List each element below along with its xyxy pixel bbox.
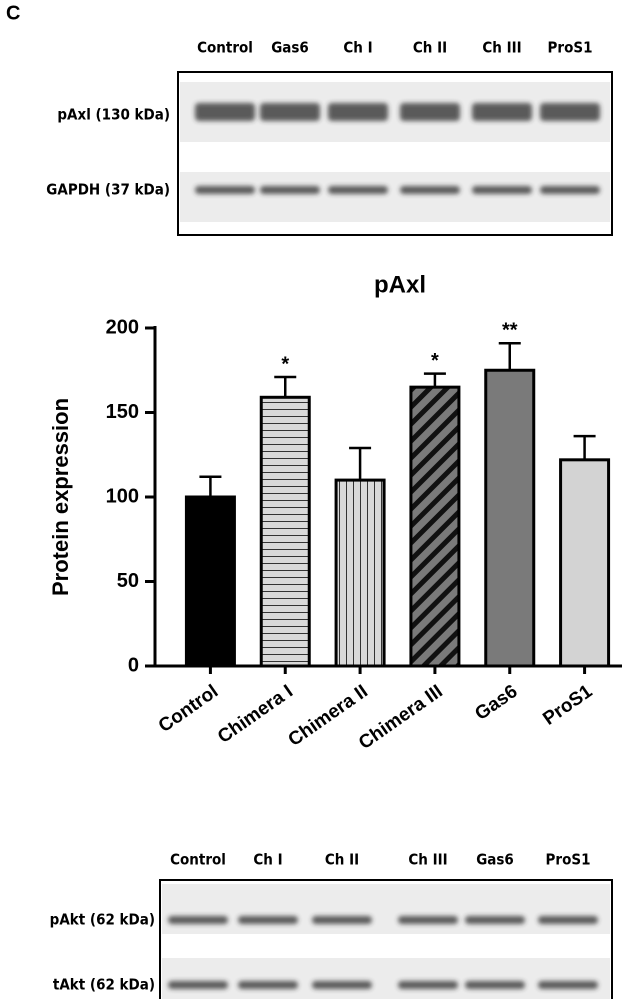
band (540, 186, 600, 194)
error-bar (423, 372, 446, 388)
band (400, 103, 460, 121)
band (312, 916, 372, 924)
blot-frame (159, 879, 613, 999)
band (472, 103, 532, 121)
x-tick-label: Control (155, 681, 222, 737)
band (465, 916, 525, 924)
band (472, 186, 532, 194)
blot-frame (177, 71, 613, 236)
band (238, 916, 298, 924)
bar (259, 395, 311, 668)
lane-label: Ch II (413, 39, 447, 57)
lane-label: Ch II (325, 851, 359, 869)
band (260, 186, 320, 194)
lane-label: Ch III (482, 39, 521, 57)
blot-strip (180, 172, 610, 222)
error-bar (498, 341, 521, 371)
x-tick-label: Chimera I (214, 681, 297, 748)
bar (559, 458, 611, 668)
x-tick-label: Chimera III (355, 681, 447, 754)
lane-label: Gas6 (271, 39, 309, 57)
band (260, 103, 320, 121)
significance: * (281, 353, 289, 375)
band (238, 981, 298, 989)
band (465, 981, 525, 989)
lane-label: Control (197, 39, 253, 57)
band (538, 981, 598, 989)
lane-label: Gas6 (476, 851, 514, 869)
row-label: pAkt (62 kDa) (50, 911, 155, 929)
y-tick-label: 0 (128, 654, 139, 676)
bar (184, 495, 236, 668)
blot-strip (162, 958, 610, 999)
x-tick-label: ProS1 (539, 681, 596, 730)
band (168, 981, 228, 989)
bar (484, 368, 536, 668)
band (398, 981, 458, 989)
significance: * (431, 350, 439, 372)
significance: ** (502, 319, 518, 341)
y-tick-label: 50 (117, 570, 139, 592)
row-label: pAxl (130 kDa) (57, 106, 170, 124)
lane-label: ProS1 (546, 851, 591, 869)
bar (409, 385, 461, 668)
error-bar (274, 375, 297, 398)
lane-label: Ch I (343, 39, 372, 57)
band (328, 186, 388, 194)
band (168, 916, 228, 924)
x-tick-label: Gas6 (471, 681, 521, 725)
band (398, 916, 458, 924)
lane-label: Ch III (408, 851, 447, 869)
band (312, 981, 372, 989)
row-label: tAkt (62 kDa) (53, 976, 155, 994)
y-tick-label: 200 (106, 316, 139, 338)
bar (334, 478, 386, 668)
band (195, 186, 255, 194)
y-tick-label: 150 (106, 401, 139, 423)
lane-label: Control (170, 851, 226, 869)
error-bar (349, 446, 372, 481)
error-bar (573, 434, 596, 460)
band (400, 186, 460, 194)
lane-label: Ch I (253, 851, 282, 869)
error-bar (199, 475, 222, 497)
y-tick-label: 100 (106, 485, 139, 507)
band (195, 103, 255, 121)
band (540, 103, 600, 121)
band (328, 103, 388, 121)
y-axis-label: Protein expression (48, 398, 73, 596)
band (538, 916, 598, 924)
panel-label: C (6, 2, 20, 24)
chart-title: pAxl (374, 271, 426, 298)
row-label: GAPDH (37 kDa) (46, 181, 170, 199)
blot-strip (162, 884, 610, 934)
lane-label: ProS1 (548, 39, 593, 57)
